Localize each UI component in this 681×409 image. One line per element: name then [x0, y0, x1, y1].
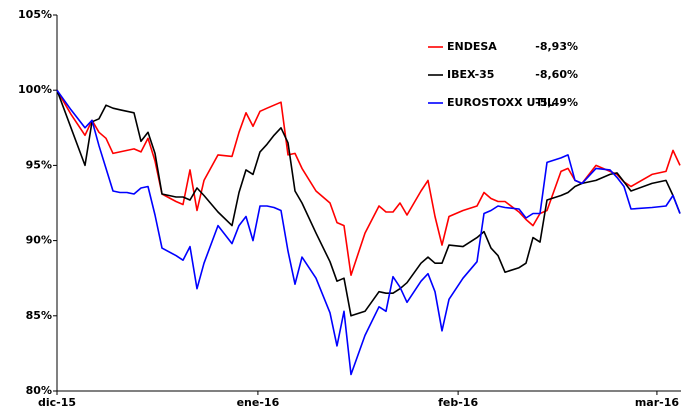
- x-tick-label: feb-16: [438, 396, 478, 409]
- legend-change: -5,49%: [535, 96, 578, 109]
- x-tick-label: dic-15: [38, 396, 76, 409]
- y-tick-label: 90%: [26, 234, 52, 247]
- y-tick-label: 105%: [18, 8, 52, 21]
- legend-label: ENDESA: [447, 40, 497, 53]
- series-line: [56, 89, 681, 276]
- legend-label: IBEX-35: [447, 68, 494, 81]
- series-line: [56, 89, 681, 317]
- legend-label: EUROSTOXX UTIL: [447, 96, 554, 109]
- y-tick-label: 80%: [26, 384, 52, 397]
- series-line: [56, 89, 681, 376]
- legend-change: -8,60%: [535, 68, 578, 81]
- legend-change: -8,93%: [535, 40, 578, 53]
- x-tick-label: ene-16: [237, 396, 280, 409]
- x-tick-label: mar-16: [635, 396, 680, 409]
- y-tick-label: 95%: [26, 158, 52, 171]
- y-tick-label: 85%: [26, 309, 52, 322]
- y-tick-label: 100%: [18, 83, 52, 96]
